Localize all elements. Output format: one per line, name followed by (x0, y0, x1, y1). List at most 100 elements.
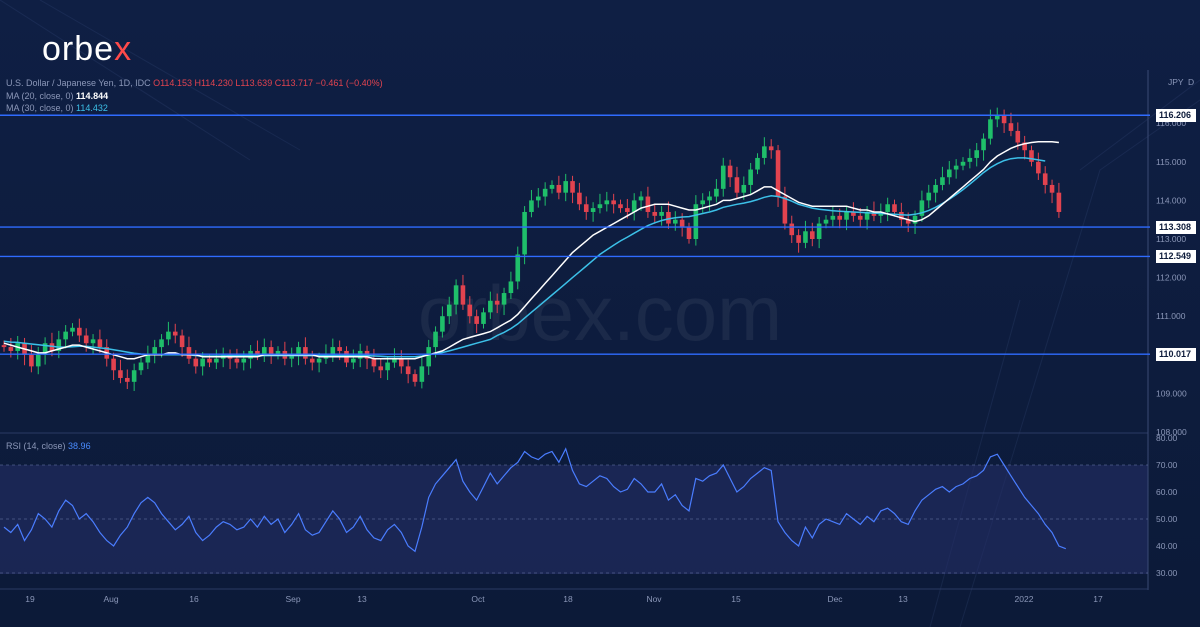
candle-body (1056, 192, 1062, 212)
candle-body (296, 347, 301, 355)
candle-body (597, 204, 603, 209)
candle-body (864, 211, 870, 220)
candle-body (501, 293, 507, 305)
candle-body (1, 345, 7, 348)
candle-body (166, 331, 171, 340)
candle-body (988, 119, 993, 139)
rsi-legend: RSI (14, close) 38.96 (6, 441, 91, 451)
candle-body (399, 358, 404, 367)
price-tick-label: 115.000 (1156, 157, 1186, 167)
candle-body (994, 115, 1000, 120)
candle-body (118, 370, 123, 378)
candle-body (953, 165, 959, 170)
candle-body (727, 165, 733, 178)
rsi-tick-label: 40.00 (1156, 541, 1178, 551)
candle-body (666, 211, 671, 224)
candle-body (871, 211, 877, 216)
time-tick-label: Oct (471, 594, 485, 604)
candle-body (145, 354, 151, 363)
candle-body (83, 335, 89, 344)
candle-body (179, 335, 185, 348)
candle-body (35, 354, 41, 367)
candle-body (515, 254, 521, 282)
rsi-band (0, 465, 1148, 574)
time-tick-label: 13 (357, 594, 367, 604)
candle-body (460, 285, 466, 305)
rsi-line (3, 447, 1067, 553)
candle-body (734, 177, 740, 193)
candle-body (29, 354, 34, 367)
candle-body (892, 204, 897, 212)
candle-body (268, 347, 274, 355)
candle-body (830, 215, 836, 220)
candle-body (97, 339, 103, 348)
price-tick-label: 113.000 (1156, 234, 1186, 244)
time-axis-ticks: 19 Aug 16 Sep 13 Oct 18 Nov 15 Dec 13 2022 17 (25, 594, 1103, 604)
candle-body (679, 219, 685, 228)
ma30-value: 114.432 (76, 103, 108, 113)
price-tick-label: 111.000 (1156, 311, 1186, 321)
candle-body (618, 204, 623, 209)
candle-body (844, 211, 849, 220)
candle-body (111, 358, 116, 371)
candle-body (337, 347, 342, 351)
candle-body (577, 192, 582, 205)
candle-body (316, 358, 322, 363)
candle-body (8, 347, 14, 351)
orbex-logo: orbex (42, 30, 132, 69)
candle-body (214, 358, 219, 363)
candle-body (481, 312, 486, 324)
candle-body (1036, 161, 1041, 174)
candle-body (940, 177, 945, 185)
candle-body (768, 146, 774, 151)
candle-body (748, 169, 753, 185)
candle-body (200, 358, 205, 367)
candle-body (652, 211, 658, 216)
price-tick-label: 109.000 (1156, 388, 1187, 398)
candle-body (899, 211, 904, 220)
candle-body (1049, 184, 1055, 193)
candle-body (686, 227, 692, 239)
candle-body (693, 204, 699, 239)
candle-body (720, 165, 726, 189)
symbol-label: U.S. Dollar / Japanese Yen, 1D, IDC (6, 78, 151, 88)
rsi-tick-label: 60.00 (1156, 487, 1178, 497)
candle-body (604, 200, 610, 205)
candle-body (981, 138, 986, 151)
candle-body (611, 200, 616, 205)
candle-body (796, 235, 801, 243)
ma30-label: MA (30, close, 0) (6, 103, 74, 113)
currency-suffix: D (1188, 77, 1194, 87)
time-tick-label: 13 (898, 594, 908, 604)
candle-body (816, 223, 822, 239)
candle-body (446, 304, 452, 317)
time-tick-label: Nov (646, 594, 662, 604)
candle-body (775, 150, 781, 197)
ma20-value: 114.844 (76, 91, 109, 101)
candle-body (1029, 150, 1034, 162)
candle-body (207, 358, 212, 363)
candle-body (159, 339, 164, 348)
candle-body (508, 281, 514, 294)
candle-body (542, 188, 548, 197)
price-tick-label: 112.000 (1156, 273, 1186, 283)
time-tick-label: 2022 (1015, 594, 1034, 604)
currency-label: JPY (1168, 77, 1184, 87)
candle-body (494, 300, 500, 305)
candle-body (529, 200, 534, 212)
time-tick-label: 15 (731, 594, 741, 604)
price-level-label: 113.308 (1156, 220, 1196, 234)
time-tick-label: 18 (563, 594, 573, 604)
candle-body (488, 300, 493, 313)
candle-body (707, 196, 712, 201)
candle-body (392, 358, 397, 363)
price-tick-label: 108.000 (1156, 427, 1187, 437)
candle-body (659, 211, 664, 216)
candle-body (810, 231, 815, 239)
ma20-legend: MA (20, close, 0) 114.844 (6, 91, 108, 101)
time-tick-label: 16 (189, 594, 199, 604)
candle-body (1042, 173, 1048, 185)
candle-body (960, 161, 966, 166)
